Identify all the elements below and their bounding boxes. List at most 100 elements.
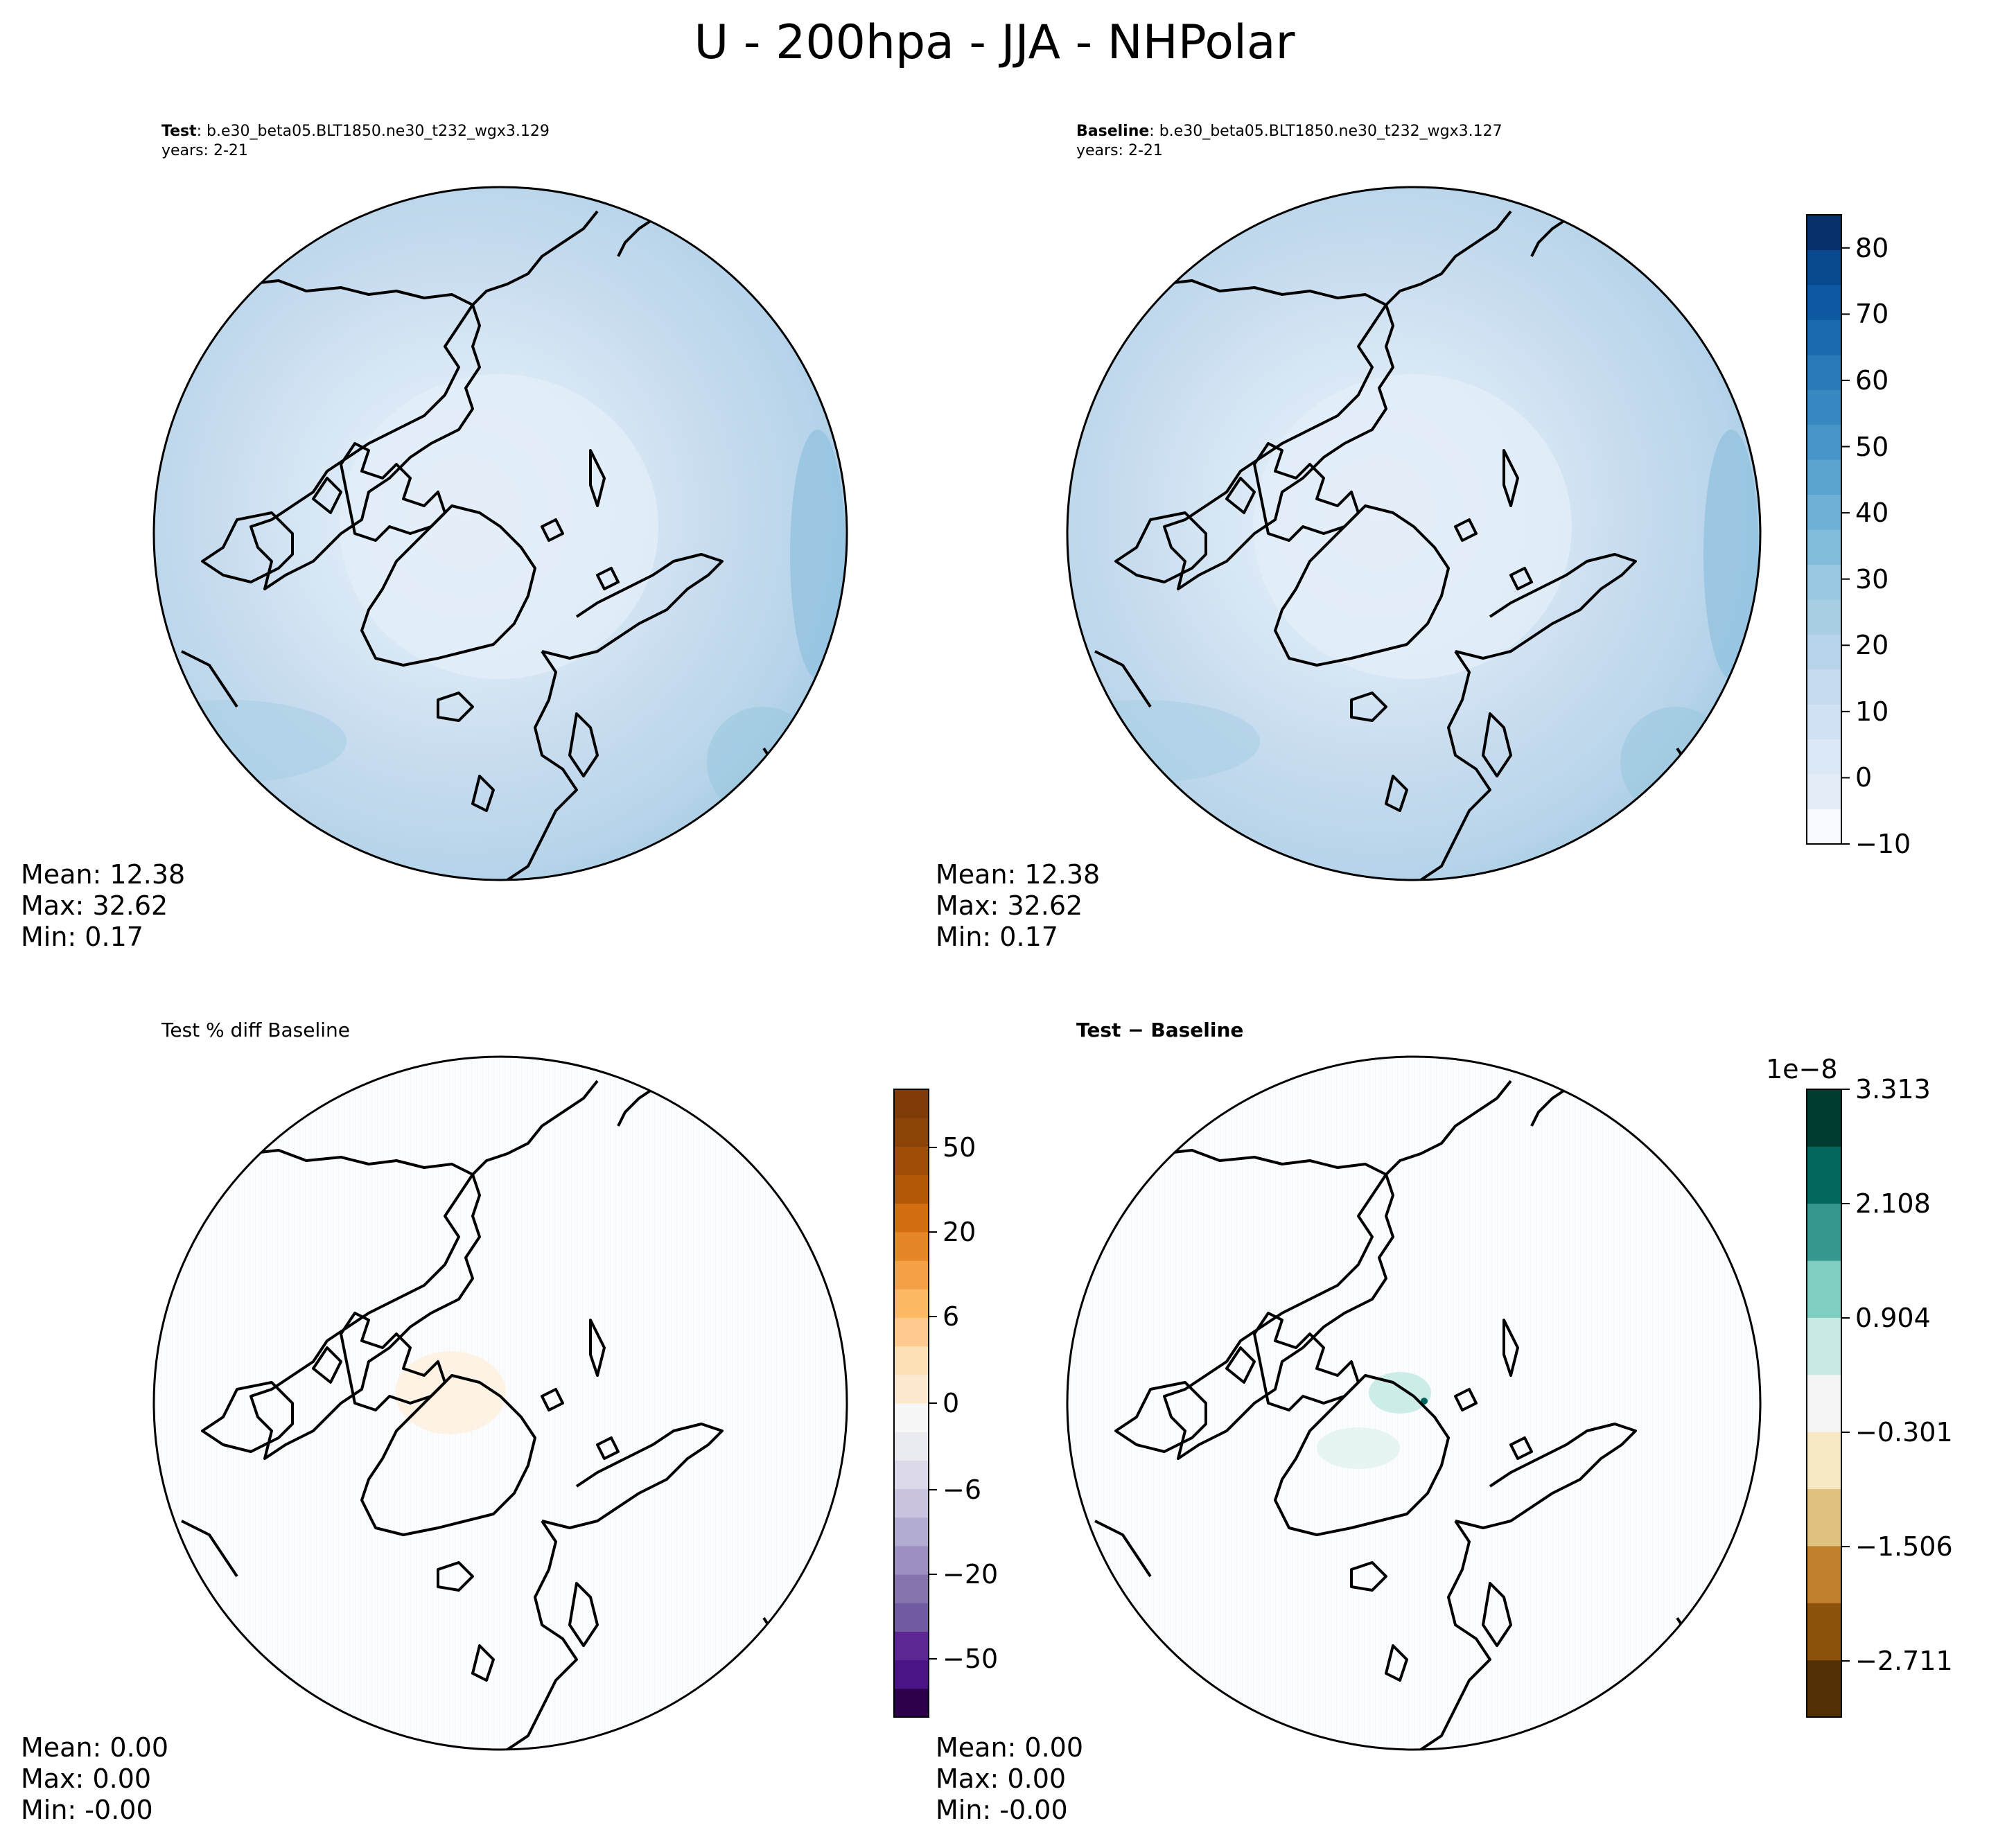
pct-colorbar-segment xyxy=(894,1231,929,1261)
diff-colorbar-multiplier: 1e−8 xyxy=(1766,1054,1838,1084)
pct-colorbar xyxy=(893,1089,937,1718)
main-colorbar-segment xyxy=(1807,739,1841,775)
pct-colorbar-segment xyxy=(894,1545,929,1575)
baseline-mean: Mean: 12.38 xyxy=(936,859,1101,890)
pct-colorbar-segment xyxy=(894,1374,929,1404)
pct-colorbar-segment xyxy=(894,1631,929,1661)
diff-mean: Mean: 0.00 xyxy=(936,1732,1084,1763)
main-colorbar xyxy=(1806,214,1850,845)
main-colorbar-tick-label: 20 xyxy=(1855,630,1889,661)
baseline-map-boundary xyxy=(1066,186,1762,881)
main-colorbar-tick-label: 30 xyxy=(1855,563,1889,595)
pct-colorbar-segment xyxy=(894,1174,929,1204)
main-colorbar-tick-label: 80 xyxy=(1855,232,1889,263)
main-colorbar-segment xyxy=(1807,494,1841,530)
pct-colorbar-segment xyxy=(894,1346,929,1375)
pct-colorbar-segment xyxy=(894,1460,929,1490)
diff-colorbar-tick-label: −0.301 xyxy=(1855,1417,1953,1447)
test-years: years: 2-21 xyxy=(161,142,248,159)
pct-colorbar-segment xyxy=(894,1317,929,1347)
main-colorbar-tick-label: 40 xyxy=(1855,498,1889,529)
diff-colorbar-segment xyxy=(1807,1203,1841,1261)
main-colorbar-segment xyxy=(1807,599,1841,635)
main-colorbar-segment xyxy=(1807,809,1841,845)
baseline-max: Max: 32.62 xyxy=(936,890,1083,921)
pct-colorbar-segment xyxy=(894,1574,929,1603)
test-min: Min: 0.17 xyxy=(21,922,143,952)
diff-colorbar-segment xyxy=(1807,1317,1841,1375)
main-colorbar-segment xyxy=(1807,774,1841,810)
pct-colorbar-tick-label: −6 xyxy=(943,1475,982,1505)
pctdiff-max: Max: 0.00 xyxy=(21,1763,152,1794)
baseline-years: years: 2-21 xyxy=(1076,142,1163,159)
diff-colorbar-segment xyxy=(1807,1545,1841,1603)
main-colorbar-segment xyxy=(1807,284,1841,320)
pct-colorbar-segment xyxy=(894,1403,929,1432)
pctdiff-mean: Mean: 0.00 xyxy=(21,1732,169,1763)
pct-colorbar-segment xyxy=(894,1432,929,1461)
pct-colorbar-segment xyxy=(894,1289,929,1318)
pctdiff-stats: Mean: 0.00 Max: 0.00 Min: -0.00 xyxy=(21,1732,168,1826)
baseline-map xyxy=(1066,186,1762,881)
pct-colorbar-segment xyxy=(894,1203,929,1233)
main-colorbar-tick-label: 0 xyxy=(1855,762,1873,793)
pct-colorbar-segment xyxy=(894,1488,929,1518)
main-colorbar-segment xyxy=(1807,669,1841,705)
test-mean: Mean: 12.38 xyxy=(21,859,186,890)
diff-colorbar-segment xyxy=(1807,1488,1841,1547)
pct-colorbar-tick-label: 50 xyxy=(943,1132,976,1163)
diff-colorbar-segment xyxy=(1807,1432,1841,1490)
diff-colorbar-segment xyxy=(1807,1089,1841,1147)
pct-colorbar-segment xyxy=(894,1660,929,1689)
test-map xyxy=(152,186,848,881)
main-colorbar-segment xyxy=(1807,424,1841,460)
pct-colorbar-tick-label: −50 xyxy=(943,1644,999,1674)
diff-map xyxy=(1066,1055,1762,1751)
diff-colorbar-tick-label: 3.313 xyxy=(1855,1074,1931,1105)
pct-colorbar-tick-label: 6 xyxy=(943,1301,960,1332)
diff-colorbar-segment xyxy=(1807,1603,1841,1661)
test-panel-title: Test: b.e30_beta05.BLT1850.ne30_t232_wgx… xyxy=(161,122,550,141)
pct-colorbar-tick-label: 0 xyxy=(943,1388,960,1418)
diff-colorbar-tick-label: −1.506 xyxy=(1855,1531,1953,1562)
diff-colorbar xyxy=(1806,1089,1850,1718)
diff-colorbar-segment xyxy=(1807,1146,1841,1204)
pctdiff-map-boundary xyxy=(152,1055,848,1751)
baseline-panel-title: Baseline: b.e30_beta05.BLT1850.ne30_t232… xyxy=(1076,122,1502,141)
diff-colorbar-tick-label: 2.108 xyxy=(1855,1188,1931,1219)
pct-colorbar-segment xyxy=(894,1603,929,1632)
main-colorbar-segment xyxy=(1807,459,1841,495)
pct-colorbar-segment xyxy=(894,1118,929,1147)
diff-min: Min: -0.00 xyxy=(936,1795,1068,1825)
pctdiff-panel-title: Test % diff Baseline xyxy=(161,1019,351,1041)
baseline-min: Min: 0.17 xyxy=(936,922,1058,952)
diff-map-boundary xyxy=(1066,1055,1762,1751)
main-colorbar-tick-label: −10 xyxy=(1855,829,1911,859)
main-colorbar-segment xyxy=(1807,564,1841,600)
diff-max: Max: 0.00 xyxy=(936,1763,1067,1794)
pct-colorbar-segment xyxy=(894,1688,929,1718)
figure-title: U - 200hpa - JJA - NHPolar xyxy=(694,15,1295,70)
diff-colorbar-tick-label: −2.711 xyxy=(1855,1646,1953,1676)
pctdiff-min: Min: -0.00 xyxy=(21,1795,153,1825)
pct-colorbar-segment xyxy=(894,1146,929,1176)
diff-panel-title: Test − Baseline xyxy=(1076,1019,1244,1041)
test-map-boundary xyxy=(152,186,848,881)
test-label: Test xyxy=(161,123,197,140)
main-colorbar-frame xyxy=(1806,214,1842,845)
pct-colorbar-tick-label: −20 xyxy=(943,1559,999,1590)
main-colorbar-segment xyxy=(1807,319,1841,355)
baseline-stats: Mean: 12.38 Max: 32.62 Min: 0.17 xyxy=(936,859,1100,953)
diff-colorbar-segment xyxy=(1807,1374,1841,1432)
test-stats: Mean: 12.38 Max: 32.62 Min: 0.17 xyxy=(21,859,185,953)
main-colorbar-segment xyxy=(1807,249,1841,285)
main-colorbar-segment xyxy=(1807,389,1841,425)
main-colorbar-segment xyxy=(1807,634,1841,670)
diff-colorbar-segment xyxy=(1807,1660,1841,1718)
main-colorbar-tick-label: 70 xyxy=(1855,299,1889,330)
main-colorbar-tick-label: 60 xyxy=(1855,364,1889,396)
baseline-case-name: : b.e30_beta05.BLT1850.ne30_t232_wgx3.12… xyxy=(1149,123,1502,140)
main-colorbar-segment xyxy=(1807,704,1841,740)
pct-colorbar-tick-label: 20 xyxy=(943,1217,976,1247)
